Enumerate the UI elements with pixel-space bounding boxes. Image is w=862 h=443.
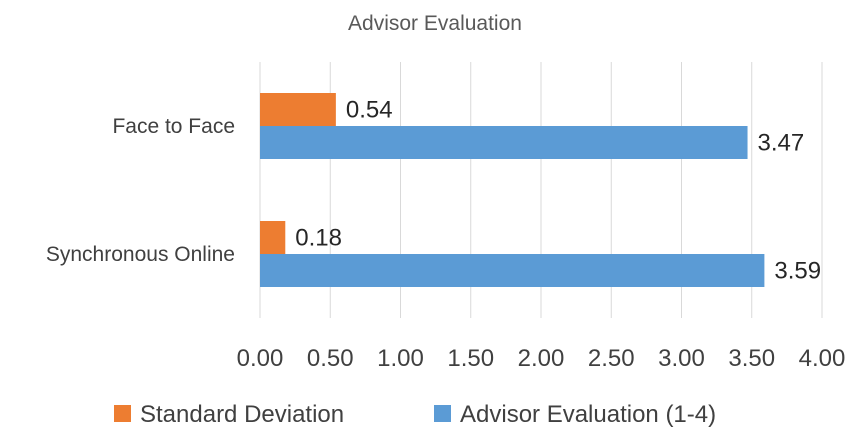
chart-title: Advisor Evaluation [348, 12, 522, 35]
x-tick-label: 4.00 [799, 345, 846, 372]
x-tick-label: 3.00 [658, 345, 705, 372]
data-label: 3.59 [774, 258, 821, 285]
x-tick-label: 2.00 [518, 345, 565, 372]
bar-standard-deviation [260, 221, 286, 254]
legend-swatch [114, 405, 131, 422]
bars [260, 93, 765, 287]
legend-label: Standard Deviation [140, 401, 344, 428]
x-tick-label: 1.50 [447, 345, 494, 372]
bar-advisor-evaluation [260, 126, 748, 159]
x-tick-label: 0.00 [237, 345, 284, 372]
data-label: 0.54 [346, 97, 393, 124]
bar-advisor-evaluation [260, 254, 765, 287]
x-axis-tick-labels: 0.00 0.50 1.00 1.50 2.00 2.50 3.00 3.50 4.00 [237, 345, 846, 372]
category-labels: Face to Face Synchronous Online [46, 115, 235, 266]
legend: Standard Deviation Advisor Evaluation (1-… [114, 401, 716, 428]
category-label: Synchronous Online [46, 243, 235, 266]
bar-standard-deviation [260, 93, 336, 126]
data-label: 3.47 [758, 130, 805, 157]
x-tick-label: 1.00 [377, 345, 424, 372]
x-tick-label: 2.50 [588, 345, 635, 372]
legend-swatch [434, 405, 451, 422]
legend-label: Advisor Evaluation (1-4) [460, 401, 716, 428]
data-labels: 0.54 3.47 0.18 3.59 [295, 97, 821, 285]
category-label: Face to Face [112, 115, 235, 138]
x-tick-label: 0.50 [307, 345, 354, 372]
data-label: 0.18 [295, 225, 342, 252]
x-tick-label: 3.50 [728, 345, 775, 372]
